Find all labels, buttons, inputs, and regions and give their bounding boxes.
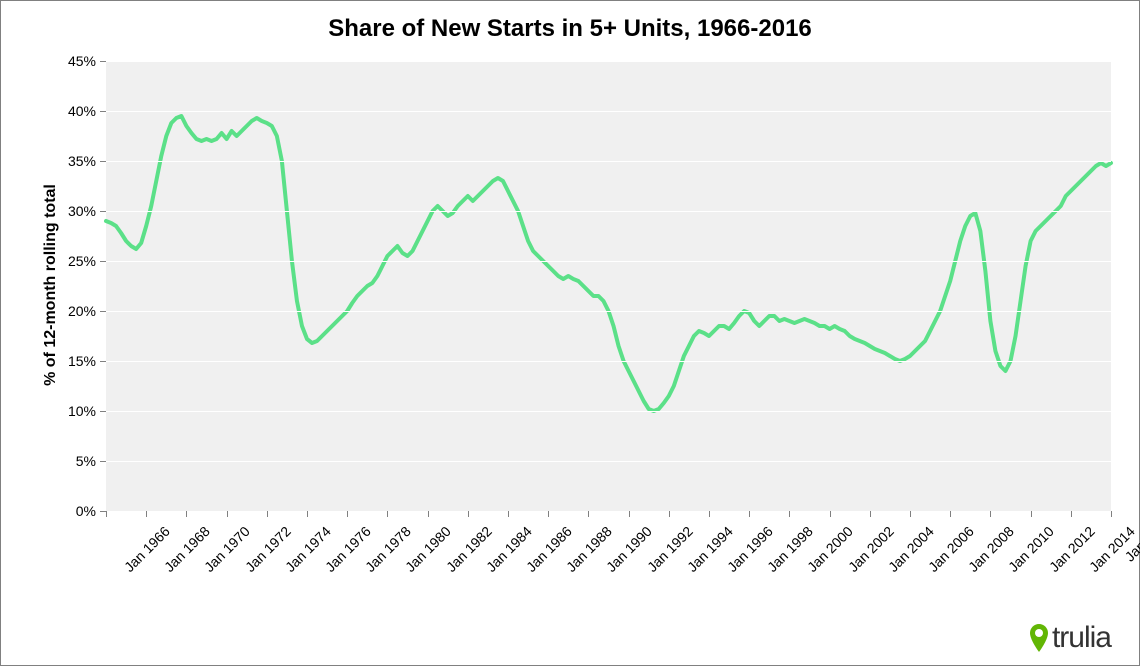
chart-frame: Share of New Starts in 5+ Units, 1966-20… [0,0,1140,666]
y-tick [100,161,106,162]
x-tick [267,511,268,517]
y-tick-label: 0% [46,503,96,519]
y-tick-label: 10% [46,403,96,419]
y-tick-label: 40% [46,103,96,119]
y-gridline [106,411,1111,412]
x-tick [227,511,228,517]
y-gridline [106,61,1111,62]
chart-title: Share of New Starts in 5+ Units, 1966-20… [1,15,1139,43]
x-tick [588,511,589,517]
x-tick [709,511,710,517]
y-tick [100,261,106,262]
x-tick [548,511,549,517]
x-tick [1031,511,1032,517]
x-tick [749,511,750,517]
y-tick-label: 25% [46,253,96,269]
x-tick [910,511,911,517]
y-tick-label: 30% [46,203,96,219]
x-tick [186,511,187,517]
y-gridline [106,511,1111,512]
x-tick [387,511,388,517]
x-tick [870,511,871,517]
y-tick [100,211,106,212]
y-axis-label: % of 12-month rolling total [42,165,60,405]
x-tick [428,511,429,517]
y-gridline [106,111,1111,112]
plot-area [106,61,1111,511]
x-tick [1071,511,1072,517]
y-tick-label: 20% [46,303,96,319]
x-tick [950,511,951,517]
y-tick [100,461,106,462]
trulia-logo: trulia [1028,621,1111,655]
y-tick [100,361,106,362]
y-gridline [106,161,1111,162]
y-gridline [106,261,1111,262]
y-tick [100,411,106,412]
y-tick-label: 35% [46,153,96,169]
y-gridline [106,361,1111,362]
y-gridline [106,311,1111,312]
line-series [106,61,1111,511]
x-tick [1111,511,1112,517]
y-tick-label: 45% [46,53,96,69]
y-tick [100,111,106,112]
brand-name: trulia [1052,621,1111,655]
map-pin-icon [1028,622,1050,654]
x-tick [307,511,308,517]
x-tick [508,511,509,517]
x-tick [830,511,831,517]
y-gridline [106,461,1111,462]
x-tick [789,511,790,517]
x-tick [990,511,991,517]
x-tick [629,511,630,517]
y-gridline [106,211,1111,212]
y-tick [100,311,106,312]
x-tick [468,511,469,517]
y-tick [100,61,106,62]
x-tick [347,511,348,517]
x-tick [106,511,107,517]
y-tick-label: 15% [46,353,96,369]
x-tick [146,511,147,517]
y-tick-label: 5% [46,453,96,469]
x-tick [669,511,670,517]
